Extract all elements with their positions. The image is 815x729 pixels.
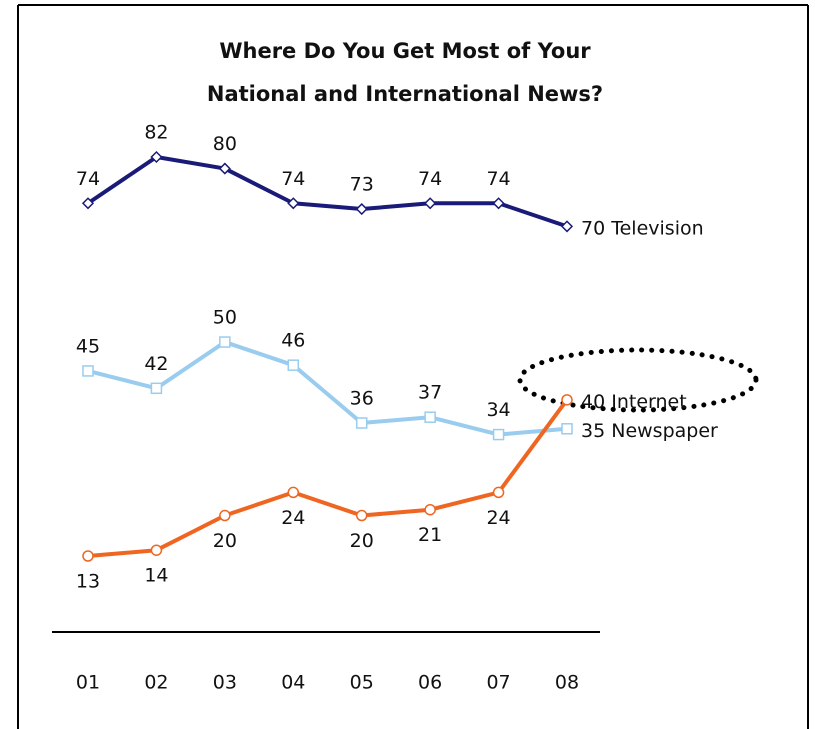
data-label: 24 bbox=[486, 507, 510, 529]
marker bbox=[424, 197, 437, 210]
data-label: 42 bbox=[144, 353, 168, 375]
data-label: 40 bbox=[581, 390, 605, 412]
data-label: 82 bbox=[144, 122, 168, 144]
data-label: 45 bbox=[76, 335, 100, 357]
marker bbox=[424, 411, 436, 423]
marker bbox=[82, 550, 94, 562]
marker bbox=[218, 162, 231, 175]
x-tick-label: 08 bbox=[555, 672, 579, 694]
marker bbox=[561, 423, 573, 435]
data-label: 20 bbox=[350, 530, 374, 552]
data-label: 37 bbox=[418, 382, 442, 404]
end-label: 70 Television bbox=[581, 217, 704, 239]
chart-title: National and International News? bbox=[207, 82, 603, 106]
marker bbox=[492, 197, 505, 210]
marker bbox=[150, 382, 163, 395]
marker bbox=[492, 486, 505, 499]
marker bbox=[287, 359, 300, 371]
marker bbox=[561, 394, 573, 406]
data-label: 46 bbox=[281, 330, 305, 352]
marker bbox=[81, 197, 95, 210]
marker bbox=[219, 509, 231, 522]
marker bbox=[355, 509, 368, 522]
data-label: 70 bbox=[581, 217, 605, 239]
data-label: 74 bbox=[486, 168, 510, 190]
x-tick-label: 02 bbox=[144, 672, 168, 694]
marker bbox=[560, 220, 574, 233]
end-label: 40 Internet bbox=[581, 390, 687, 412]
end-label: 35 Newspaper bbox=[581, 419, 718, 441]
legend-entry: Internet bbox=[611, 390, 686, 412]
data-label: 50 bbox=[213, 307, 237, 329]
marker bbox=[150, 544, 163, 556]
marker bbox=[355, 417, 368, 429]
data-label: 74 bbox=[418, 168, 442, 190]
line bbox=[87, 340, 568, 437]
x-tick-label: 07 bbox=[486, 672, 510, 694]
data-label: 36 bbox=[350, 388, 374, 410]
legend-entry: Newspaper bbox=[611, 419, 718, 441]
data-label: 34 bbox=[486, 399, 510, 421]
highlight-ellipse bbox=[517, 347, 759, 413]
data-label: 24 bbox=[281, 507, 305, 529]
chart-title: Where Do You Get Most of Your bbox=[219, 39, 591, 63]
data-label: 74 bbox=[281, 168, 305, 190]
x-tick-label: 04 bbox=[281, 672, 305, 694]
x-tick-label: 05 bbox=[350, 672, 374, 694]
line bbox=[86, 155, 568, 229]
data-label: 35 bbox=[581, 419, 605, 441]
line bbox=[87, 398, 569, 558]
data-label: 80 bbox=[213, 133, 237, 155]
data-label: 13 bbox=[76, 571, 100, 593]
data-label: 20 bbox=[213, 530, 237, 552]
marker bbox=[219, 336, 231, 348]
marker bbox=[287, 486, 300, 499]
data-label: 14 bbox=[144, 565, 168, 587]
data-label: 74 bbox=[76, 168, 100, 190]
x-tick-label: 01 bbox=[76, 672, 100, 694]
marker bbox=[82, 365, 94, 377]
marker bbox=[355, 202, 368, 216]
marker bbox=[287, 197, 300, 210]
x-tick-label: 06 bbox=[418, 672, 442, 694]
data-label: 73 bbox=[350, 174, 374, 196]
x-tick-label: 03 bbox=[213, 672, 237, 694]
marker bbox=[150, 150, 163, 164]
data-label: 21 bbox=[418, 524, 442, 546]
marker bbox=[492, 428, 505, 441]
legend-entry: Television bbox=[610, 217, 703, 239]
marker bbox=[424, 503, 436, 516]
